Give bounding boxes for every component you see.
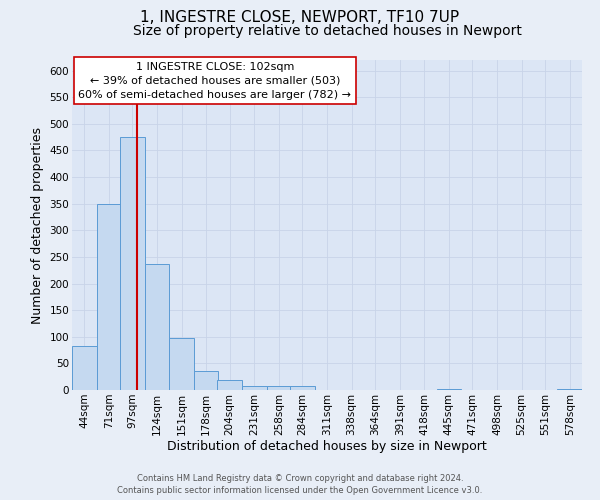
Text: 1 INGESTRE CLOSE: 102sqm
← 39% of detached houses are smaller (503)
60% of semi-: 1 INGESTRE CLOSE: 102sqm ← 39% of detach… xyxy=(79,62,352,100)
X-axis label: Distribution of detached houses by size in Newport: Distribution of detached houses by size … xyxy=(167,440,487,454)
Bar xyxy=(194,371,218,390)
Bar xyxy=(72,346,97,390)
Bar xyxy=(557,389,582,390)
Bar xyxy=(266,386,291,390)
Bar xyxy=(97,204,121,390)
Bar xyxy=(217,380,242,390)
Bar xyxy=(169,338,194,390)
Bar xyxy=(290,386,315,390)
Bar xyxy=(242,386,266,390)
Text: 1, INGESTRE CLOSE, NEWPORT, TF10 7UP: 1, INGESTRE CLOSE, NEWPORT, TF10 7UP xyxy=(140,10,460,25)
Y-axis label: Number of detached properties: Number of detached properties xyxy=(31,126,44,324)
Bar xyxy=(145,264,169,390)
Title: Size of property relative to detached houses in Newport: Size of property relative to detached ho… xyxy=(133,24,521,38)
Bar xyxy=(120,136,145,390)
Text: Contains HM Land Registry data © Crown copyright and database right 2024.
Contai: Contains HM Land Registry data © Crown c… xyxy=(118,474,482,495)
Bar xyxy=(437,389,461,390)
